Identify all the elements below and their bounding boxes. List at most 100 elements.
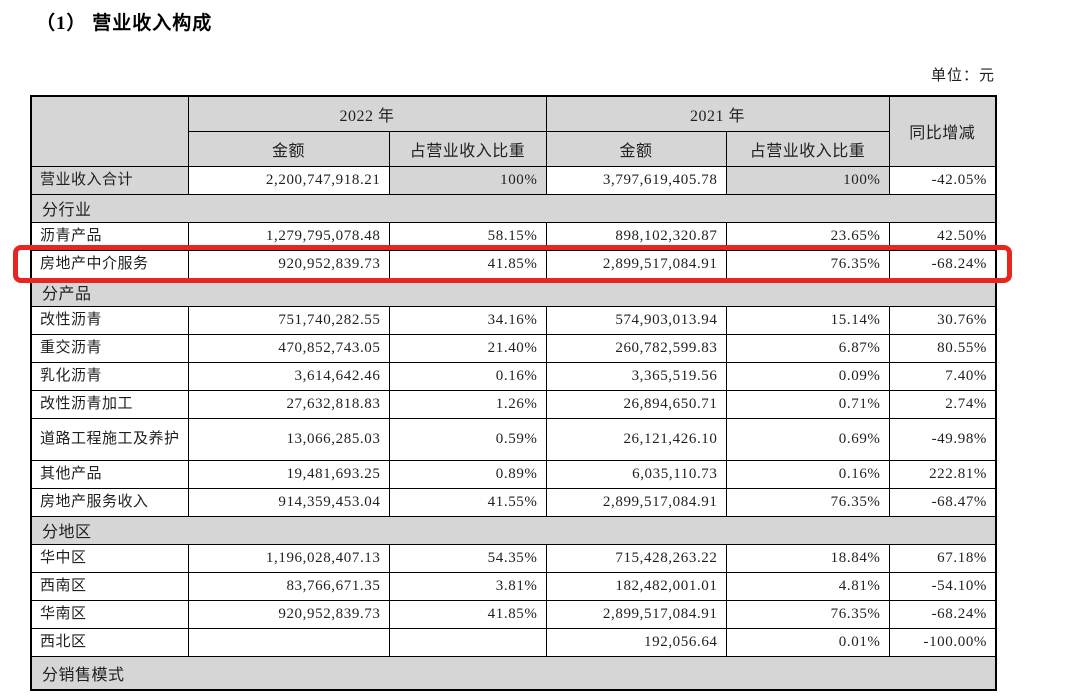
amount-2022-cell: 3,614,642.46: [187, 361, 390, 391]
ratio-2022-cell: 3.81%: [388, 571, 547, 601]
header-blank-cell: [30, 95, 189, 167]
row-label: 改性沥青加工: [30, 389, 189, 419]
table-row: 西北区 192,056.64 0.01% -100.00%: [30, 627, 997, 657]
ratio-2022-cell: 54.35%: [388, 543, 547, 573]
amount-2021-cell: 6,035,110.73: [545, 459, 727, 489]
table-row-highlighted: 房地产中介服务 920,952,839.73 41.85% 2,899,517,084…: [30, 249, 997, 279]
col-header-year-2022: 2022 年: [187, 95, 547, 132]
ratio-2021-cell: 6.87%: [725, 333, 890, 363]
section-row: 分销售模式: [30, 655, 997, 691]
section-row: 分行业: [30, 193, 997, 223]
unit-label: 单位：元: [930, 68, 995, 84]
ratio-2022-cell: 34.16%: [388, 305, 547, 335]
table-row: 乳化沥青 3,614,642.46 0.16% 3,365,519.56 0.09% 7.…: [30, 361, 997, 391]
row-label: 乳化沥青: [30, 361, 189, 391]
ratio-2021-cell: 76.35%: [725, 249, 890, 279]
amount-2021-cell: 898,102,320.87: [545, 221, 727, 251]
ratio-2022-cell: 100%: [388, 165, 547, 195]
row-label-text: 乳化沥青: [40, 367, 103, 384]
section-row: 分地区: [30, 515, 997, 545]
yoy-change-cell: 222.81%: [888, 459, 997, 489]
row-label: 房地产中介服务: [30, 249, 189, 279]
row-label-text: 重交沥青: [40, 339, 103, 356]
row-label: 其他产品: [30, 459, 189, 489]
ratio-2021-cell: 76.35%: [725, 599, 890, 629]
row-label-text: 改性沥青加工: [40, 395, 134, 412]
ratio-2022-cell: 0.89%: [388, 459, 547, 489]
yoy-change-cell: -68.24%: [888, 599, 997, 629]
amount-2021-cell: 2,899,517,084.91: [545, 487, 727, 517]
table-row: 西南区 83,766,671.35 3.81% 182,482,001.01 4.81%…: [30, 571, 997, 601]
amount-2022-cell: 2,200,747,918.21: [187, 165, 390, 195]
amount-2022-cell: 1,279,795,078.48: [187, 221, 390, 251]
section-label: 分产品: [30, 277, 997, 307]
section-row: 分产品: [30, 277, 997, 307]
amount-2022-cell: [187, 627, 390, 657]
amount-2021-cell: 192,056.64: [545, 627, 727, 657]
amount-2021-cell: 3,797,619,405.78: [545, 165, 727, 195]
col-header-amount-2022: 金额: [187, 130, 390, 167]
row-label: 沥青产品: [30, 221, 189, 251]
ratio-2022-cell: 0.16%: [388, 361, 547, 391]
ratio-2021-cell: 0.71%: [725, 389, 890, 419]
yoy-change-cell: -42.05%: [888, 165, 997, 195]
header-row-years: 2022 年 2021 年 同比增减: [30, 95, 997, 167]
table-row: 道路工程施工及养护 13,066,285.03 0.59% 26,121,426.10…: [30, 417, 997, 461]
amount-2021-cell: 182,482,001.01: [545, 571, 727, 601]
row-label-text: 西北区: [40, 633, 87, 650]
ratio-2022-cell: 0.59%: [388, 417, 547, 461]
amount-2021-cell: 2,899,517,084.91: [545, 249, 727, 279]
table-row: 重交沥青 470,852,743.05 21.40% 260,782,599.83 6.…: [30, 333, 997, 363]
ratio-2022-cell: 41.85%: [388, 599, 547, 629]
ratio-2021-cell: 4.81%: [725, 571, 890, 601]
ratio-2021-cell: 76.35%: [725, 487, 890, 517]
ratio-2021-cell: 100%: [725, 165, 890, 195]
amount-2022-cell: 470,852,743.05: [187, 333, 390, 363]
row-label: 华南区: [30, 599, 189, 629]
ratio-2021-cell: 0.16%: [725, 459, 890, 489]
row-label-text: 道路工程施工及养护: [40, 430, 180, 447]
ratio-2022-cell: 41.85%: [388, 249, 547, 279]
amount-2022-cell: 920,952,839.73: [187, 249, 390, 279]
section-label: 分行业: [30, 193, 997, 223]
table-body: 营业收入合计 2,200,747,918.21 100% 3,797,619,405.…: [30, 165, 997, 691]
row-label: 改性沥青: [30, 305, 189, 335]
row-label: 西南区: [30, 571, 189, 601]
ratio-2022-cell: 41.55%: [388, 487, 547, 517]
amount-2022-cell: 920,952,839.73: [187, 599, 390, 629]
table-row: 华中区 1,196,028,407.13 54.35% 715,428,263.22 1…: [30, 543, 997, 573]
col-header-year-2021: 2021 年: [545, 95, 890, 132]
row-label: 营业收入合计: [30, 165, 189, 195]
amount-2022-cell: 1,196,028,407.13: [187, 543, 390, 573]
section-label: 分地区: [30, 515, 997, 545]
yoy-change-cell: -68.24%: [888, 249, 997, 279]
ratio-2021-cell: 0.69%: [725, 417, 890, 461]
ratio-2021-cell: 0.01%: [725, 627, 890, 657]
row-label-text: 华中区: [40, 549, 87, 566]
ratio-2021-cell: 23.65%: [725, 221, 890, 251]
row-label-text: 改性沥青: [40, 311, 103, 328]
row-label-text: 房地产中介服务: [40, 255, 149, 272]
amount-2021-cell: 3,365,519.56: [545, 361, 727, 391]
ratio-2022-cell: 1.26%: [388, 389, 547, 419]
table-row: 改性沥青 751,740,282.55 34.16% 574,903,013.94 15…: [30, 305, 997, 335]
amount-2021-cell: 26,121,426.10: [545, 417, 727, 461]
yoy-change-cell: 42.50%: [888, 221, 997, 251]
table-row: 改性沥青加工 27,632,818.83 1.26% 26,894,650.71 0.7…: [30, 389, 997, 419]
row-label-text: 沥青产品: [40, 227, 103, 244]
ratio-2022-cell: [388, 627, 547, 657]
yoy-change-cell: 67.18%: [888, 543, 997, 573]
amount-2021-cell: 574,903,013.94: [545, 305, 727, 335]
table-header: 2022 年 2021 年 同比增减 金额 占营业收入比重 金额 占营业收入比重: [30, 95, 997, 167]
ratio-2022-cell: 21.40%: [388, 333, 547, 363]
amount-2022-cell: 13,066,285.03: [187, 417, 390, 461]
section-label: 分销售模式: [30, 655, 997, 691]
amount-2021-cell: 260,782,599.83: [545, 333, 727, 363]
ratio-2021-cell: 15.14%: [725, 305, 890, 335]
row-label-text: 西南区: [40, 577, 87, 594]
row-label-text: 华南区: [40, 605, 87, 622]
yoy-change-cell: 80.55%: [888, 333, 997, 363]
amount-2021-cell: 26,894,650.71: [545, 389, 727, 419]
col-header-yoy: 同比增减: [888, 95, 997, 167]
col-header-amount-2021: 金额: [545, 130, 727, 167]
